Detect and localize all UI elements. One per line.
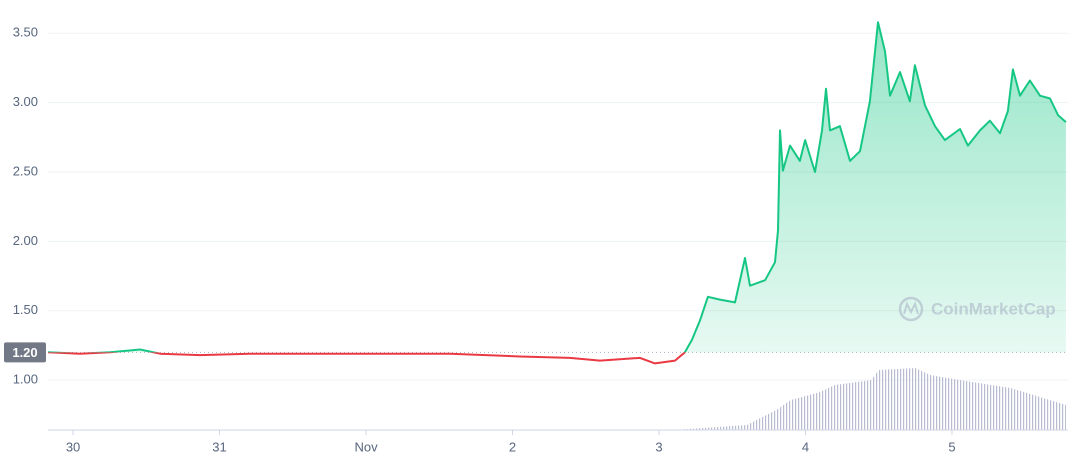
x-tick-label: 5 <box>948 439 955 454</box>
y-tick-label: 3.50 <box>13 25 38 40</box>
x-tick-label: 31 <box>212 439 226 454</box>
x-tick-label: 2 <box>509 439 516 454</box>
y-tick-label: 2.50 <box>13 163 38 178</box>
volume-area <box>673 368 1066 430</box>
y-tick-label: 2.00 <box>13 233 38 248</box>
watermark-icon-m <box>903 301 919 315</box>
watermark-icon <box>898 296 924 322</box>
x-tick-label: 30 <box>66 439 80 454</box>
y-tick-label: 1.00 <box>13 372 38 387</box>
price-line-down <box>47 352 687 365</box>
watermark-text: CoinMarketCap <box>931 299 1056 318</box>
x-tick-label: 3 <box>655 439 662 454</box>
x-tick-label: Nov <box>354 439 378 454</box>
y-tick-label: 3.00 <box>13 94 38 109</box>
baseline-label-box <box>4 342 46 363</box>
price-line-up <box>47 21 1067 353</box>
baseline-label: 1.20 <box>12 345 37 360</box>
price-area <box>48 22 1066 353</box>
watermark: CoinMarketCap <box>898 296 1056 322</box>
x-tick-label: 4 <box>802 439 809 454</box>
y-tick-label: 1.50 <box>13 302 38 317</box>
